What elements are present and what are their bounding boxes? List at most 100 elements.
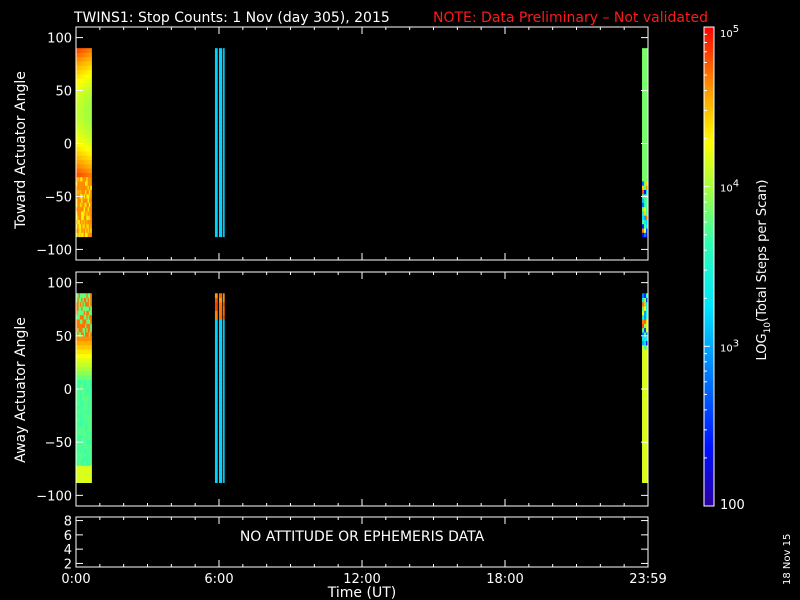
heatmap-cell [214, 375, 218, 380]
heatmap-cell [79, 82, 82, 88]
heatmap-cell [79, 116, 82, 122]
heatmap-cell [82, 353, 85, 359]
heatmap-cell [83, 198, 86, 203]
heatmap-cell [79, 461, 82, 466]
heatmap-cell [87, 176, 90, 182]
heatmap-cell [78, 310, 81, 316]
heatmap-cell [86, 86, 89, 92]
heatmap-cell [77, 142, 79, 148]
heatmap-cell [646, 336, 649, 342]
heatmap-cell [78, 198, 81, 203]
heatmap-cell [79, 69, 82, 75]
heatmap-cell [223, 340, 225, 346]
heatmap-cell [88, 400, 91, 406]
heatmap-cell [90, 65, 92, 71]
heatmap-cell [223, 301, 225, 307]
heatmap-cell [87, 293, 90, 298]
heatmap-cell [77, 125, 79, 130]
heatmap-cell [87, 461, 90, 466]
heatmap-cell [87, 219, 90, 225]
heatmap-cell [223, 210, 225, 216]
heatmap-cell [223, 138, 225, 143]
heatmap-cell [76, 448, 78, 453]
heatmap-cell [88, 185, 91, 190]
heatmap-cell [644, 159, 647, 165]
heatmap-cell [219, 112, 223, 118]
heatmap-cell [87, 327, 90, 333]
heatmap-cell [82, 181, 85, 186]
heatmap-cell [642, 210, 645, 216]
heatmap-cell [79, 206, 82, 212]
heatmap-cell [87, 189, 90, 195]
heatmap-cell [78, 430, 81, 436]
heatmap-cell [87, 95, 90, 100]
heatmap-cell [76, 121, 78, 126]
heatmap-cell [87, 121, 90, 126]
heatmap-cell [219, 103, 223, 109]
heatmap-cell [646, 344, 649, 350]
heatmap-cell [646, 206, 649, 212]
heatmap-cell [642, 215, 645, 220]
heatmap-cell [78, 172, 81, 178]
heatmap-cell [646, 473, 649, 479]
heatmap-cell [77, 198, 79, 203]
heatmap-cell [214, 405, 218, 410]
heatmap-cell [87, 193, 90, 199]
y-tick-label: −50 [45, 190, 72, 205]
heatmap-cell [644, 430, 647, 436]
heatmap-cell [644, 452, 647, 458]
heatmap-cell [87, 155, 90, 160]
heatmap-cell [642, 146, 645, 152]
heatmap-cell [82, 293, 85, 298]
heatmap-cell [90, 99, 92, 105]
heatmap-cell [90, 146, 92, 152]
heatmap-cell [79, 210, 82, 216]
heatmap-cell [642, 65, 645, 71]
heatmap-cell [88, 168, 91, 173]
heatmap-cell [646, 172, 649, 178]
heatmap-cell [77, 112, 79, 118]
heatmap-cell [78, 65, 81, 71]
heatmap-cell [223, 142, 225, 148]
heatmap-cell [79, 314, 82, 320]
heatmap-cell [87, 185, 90, 190]
heatmap-cell [85, 78, 87, 83]
heatmap-cell [214, 357, 218, 363]
heatmap-cell [642, 306, 645, 311]
heatmap-cell [82, 448, 85, 453]
heatmap-cell [87, 163, 90, 169]
heatmap-cell [90, 73, 92, 79]
heatmap-cell [642, 116, 645, 122]
heatmap-cell [646, 418, 649, 423]
heatmap-cell [86, 452, 89, 458]
heatmap-cell [83, 86, 86, 92]
heatmap-cell [87, 456, 90, 462]
heatmap-cell [86, 349, 89, 354]
heatmap-cell [223, 198, 225, 203]
heatmap-cell [86, 301, 89, 307]
heatmap-cell [642, 198, 645, 203]
heatmap-cell [81, 456, 83, 462]
heatmap-cell [79, 138, 82, 143]
heatmap-cell [76, 310, 78, 316]
heatmap-cell [87, 349, 90, 354]
heatmap-cell [83, 400, 86, 406]
heatmap-cell [646, 73, 649, 79]
heatmap-cell [83, 202, 86, 208]
heatmap-cell [85, 228, 87, 233]
heatmap-cell [83, 306, 86, 311]
heatmap-cell [76, 306, 78, 311]
heatmap-cell [77, 73, 79, 79]
colorbar [704, 27, 714, 506]
heatmap-cell [86, 405, 89, 410]
heatmap-cell [90, 61, 92, 66]
heatmap-cell [76, 48, 78, 53]
heatmap-cell [81, 129, 83, 135]
heatmap-cell [223, 327, 225, 333]
heatmap-cell [82, 473, 85, 479]
heatmap-cell [83, 331, 86, 337]
heatmap-cell [90, 198, 92, 203]
heatmap-cell [79, 349, 82, 354]
heatmap-cell [214, 86, 218, 92]
